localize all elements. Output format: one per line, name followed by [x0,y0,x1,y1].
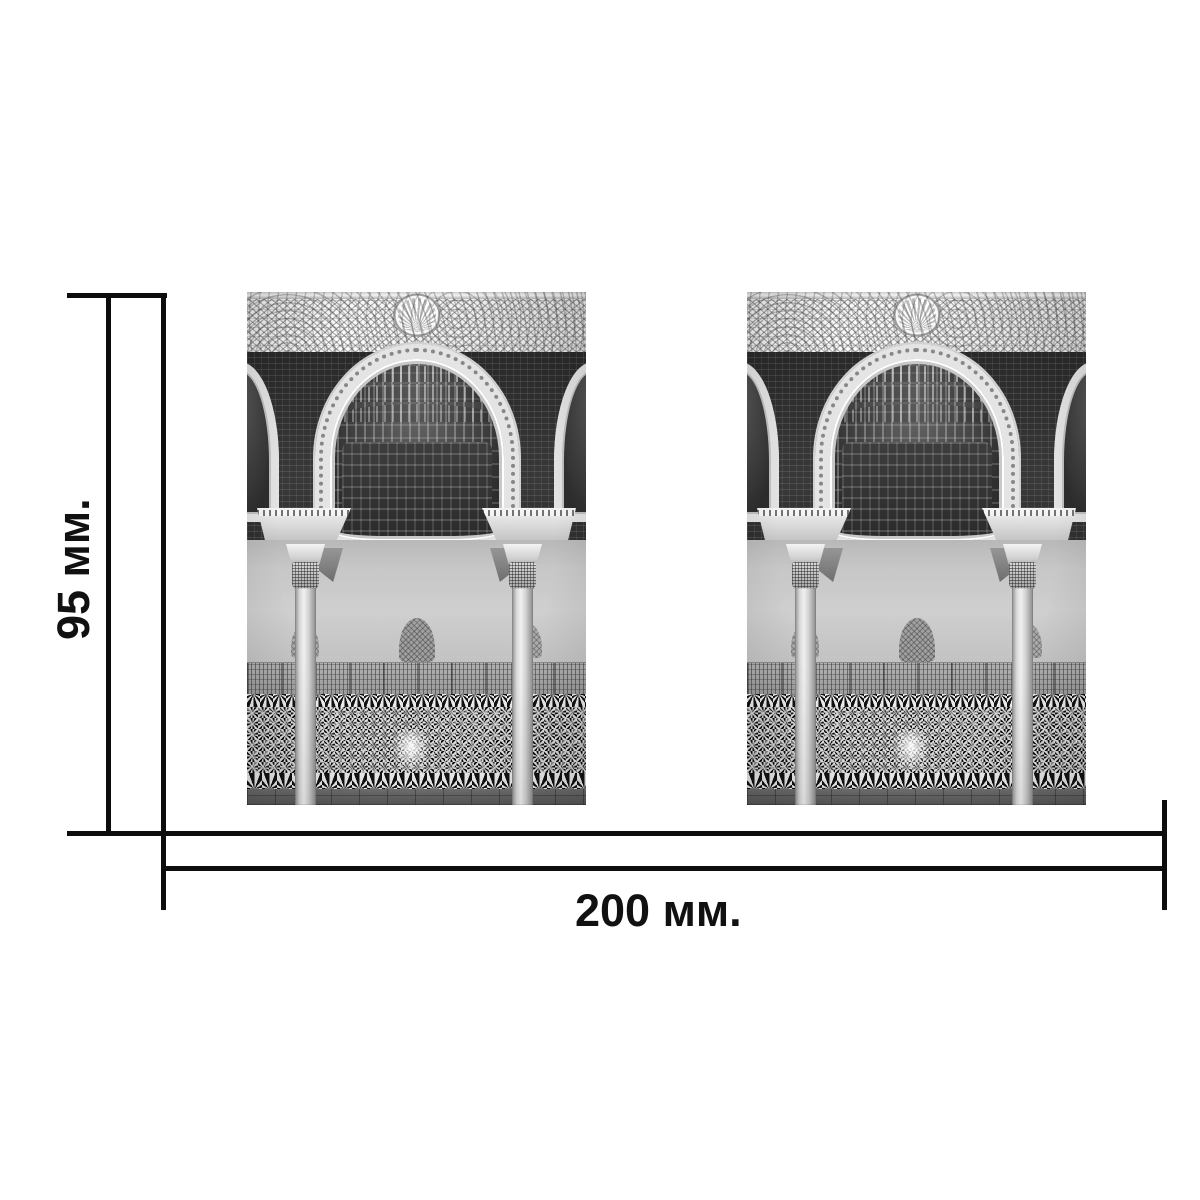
abacus-block [1003,544,1042,564]
dado-top-border [247,694,586,707]
cornice [247,292,586,299]
abacus-block [286,544,325,564]
bead-moulding [257,510,351,516]
height-bottom-tick [67,831,167,836]
height-measure-line [106,293,111,834]
bead-moulding [482,510,576,516]
photo-right[interactable] [747,292,1086,805]
bead-moulding [982,510,1076,516]
carved-capital [1009,562,1036,590]
horseshoe-arch-moulding [315,344,519,556]
marble-column-right [503,544,542,805]
marble-column-left [286,544,325,805]
column-shaft [795,588,816,805]
shell-medallion-icon [397,298,436,332]
abacus-block [503,544,542,564]
dado-bottom-border [247,773,586,789]
width-left-extension [161,800,166,910]
column-shaft [295,588,316,805]
carved-capital [792,562,819,590]
marble-column-left [786,544,825,805]
bead-moulding [757,510,851,516]
photo-left[interactable] [247,292,586,805]
photo-scene [247,292,586,805]
dado-bottom-border [747,773,1086,789]
height-top-tick [67,293,167,298]
stone-floor [247,789,586,805]
cornice [747,292,1086,299]
dado-top-border [747,694,1086,707]
marble-column-right [1003,544,1042,805]
width-right-extension [1162,800,1167,910]
stone-floor [747,789,1086,805]
shell-medallion-icon [897,298,936,332]
carved-capital [292,562,319,590]
photo-scene [747,292,1086,805]
abacus-block [786,544,825,564]
width-dimension-label: 200 мм. [575,885,742,936]
horseshoe-arch-moulding [815,344,1019,556]
carved-capital [509,562,536,590]
width-lower-rail [161,866,1167,871]
height-dimension-label: 95 мм. [48,498,99,640]
width-upper-rail [161,831,1167,836]
column-shaft [512,588,533,805]
column-shaft [1012,588,1033,805]
height-extension-line [161,293,166,910]
